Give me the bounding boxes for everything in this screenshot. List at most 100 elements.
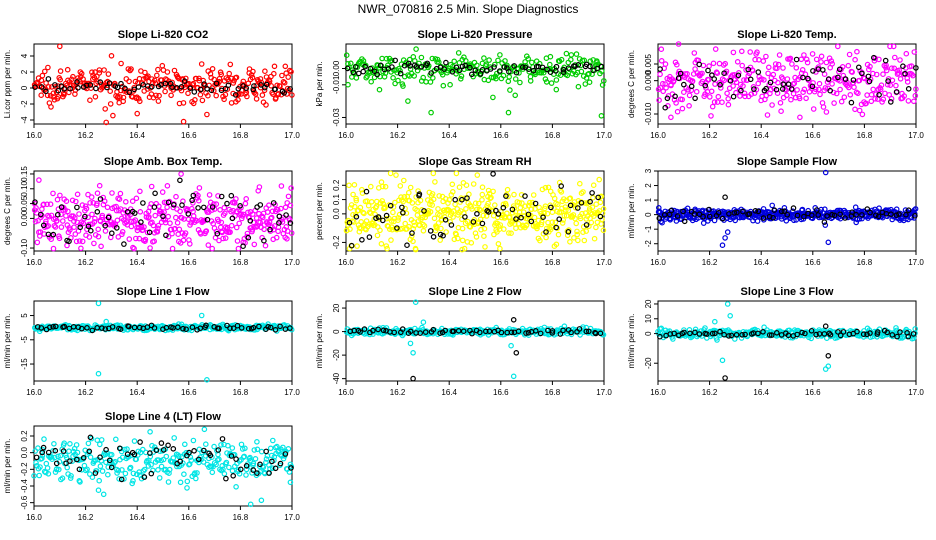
x-tick-label: 16.8: [233, 131, 249, 140]
y-tick-label: -15: [20, 358, 29, 370]
data-point: [572, 204, 579, 211]
data-point-ref: [746, 211, 753, 217]
y-tick-label: 0.1: [332, 193, 341, 205]
data-point-ref: [39, 449, 46, 456]
data-point-ref: [525, 66, 532, 73]
data-point: [893, 206, 900, 213]
data-point: [222, 235, 229, 241]
data-point: [56, 43, 63, 50]
data-point-ref: [126, 323, 132, 330]
data-point-ref: [814, 207, 820, 213]
data-point-ref: [827, 87, 834, 94]
data-point: [430, 170, 437, 177]
data-point: [596, 176, 603, 183]
y-tick-label: 2: [20, 69, 29, 74]
data-point-ref: [417, 330, 424, 336]
data-point-ref: [835, 329, 841, 335]
data-point: [884, 81, 891, 88]
data-point: [463, 182, 470, 189]
data-point: [218, 442, 224, 448]
data-point-ref: [788, 86, 795, 92]
data-point: [905, 98, 912, 104]
data-point: [593, 224, 599, 231]
data-point: [252, 455, 259, 462]
data-point-ref: [560, 66, 567, 73]
x-tick-label: 16.2: [78, 258, 94, 267]
data-point: [374, 232, 381, 239]
data-point-ref: [771, 207, 778, 213]
points-group: [343, 170, 607, 253]
data-point-ref: [215, 447, 222, 453]
data-point: [168, 92, 174, 99]
data-point-ref: [696, 61, 703, 68]
data-point: [78, 245, 84, 252]
data-point: [238, 441, 245, 448]
x-tick-label: 16.4: [441, 131, 457, 140]
data-point: [287, 479, 294, 486]
data-point-ref: [871, 54, 877, 61]
data-point: [280, 444, 286, 451]
data-point: [512, 76, 519, 82]
data-point: [557, 72, 564, 79]
data-point: [144, 86, 151, 92]
data-point: [658, 57, 665, 64]
data-point-ref: [712, 330, 718, 337]
data-point: [487, 195, 493, 202]
data-point: [455, 50, 462, 56]
chart-panel-4: Slope Amb. Box Temp. 16.0 16.2 16.4 16.6 16.8…: [0, 155, 312, 281]
data-point: [686, 103, 692, 109]
data-point: [542, 184, 549, 191]
data-point-ref: [585, 328, 592, 335]
data-point-ref: [704, 331, 710, 337]
data-point: [92, 215, 98, 222]
data-point: [883, 67, 890, 74]
data-point: [812, 86, 819, 93]
y-tick-label: 10: [644, 314, 653, 323]
data-point: [286, 217, 293, 223]
data-point: [120, 94, 127, 101]
data-point: [241, 453, 248, 460]
data-point: [182, 230, 189, 236]
data-point: [452, 201, 458, 208]
data-point-ref: [53, 460, 60, 467]
data-point-ref: [201, 81, 207, 87]
data-point: [100, 491, 107, 498]
data-point: [383, 243, 390, 249]
data-point: [45, 64, 51, 71]
data-point-ref: [747, 76, 754, 83]
x-tick-label: 16.4: [129, 388, 145, 397]
data-point-ref: [177, 177, 183, 184]
data-point: [346, 182, 352, 189]
data-point: [420, 319, 427, 326]
data-point-ref: [201, 447, 207, 454]
data-point: [495, 57, 501, 64]
data-point: [267, 445, 274, 452]
x-tick-label: 16.6: [181, 388, 197, 397]
data-point: [48, 104, 54, 110]
data-point: [204, 111, 210, 118]
y-tick-label: 2: [644, 183, 653, 188]
data-point: [200, 459, 207, 465]
data-point: [841, 94, 848, 101]
data-point: [121, 446, 128, 453]
data-point: [146, 214, 152, 220]
data-point: [83, 205, 90, 212]
data-point-ref: [160, 213, 166, 220]
data-point: [140, 227, 146, 233]
data-point: [579, 210, 585, 217]
data-point: [722, 235, 728, 241]
data-point-ref: [227, 325, 233, 332]
data-point: [162, 88, 168, 95]
data-point: [55, 466, 62, 473]
data-point-ref: [910, 331, 917, 337]
data-point: [679, 96, 686, 103]
data-point-ref: [251, 83, 257, 89]
data-point: [903, 50, 910, 57]
x-tick-label: 17.0: [908, 258, 924, 267]
data-point-ref: [151, 204, 158, 210]
points-group: [655, 169, 919, 249]
data-point: [110, 112, 116, 119]
data-point-ref: [380, 327, 387, 334]
data-point-ref: [190, 192, 197, 199]
data-point: [286, 67, 293, 74]
